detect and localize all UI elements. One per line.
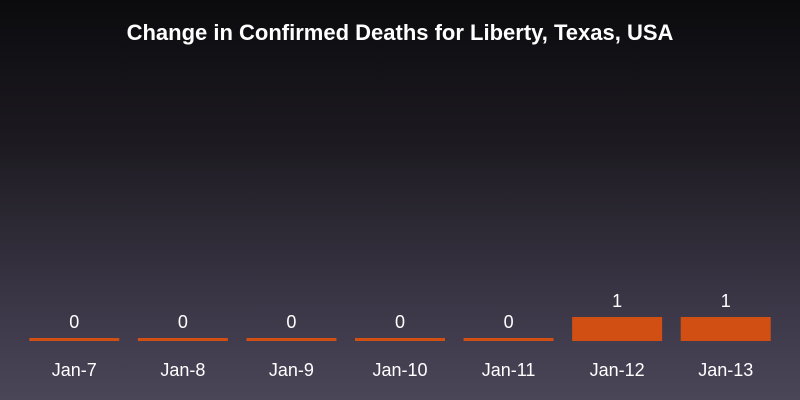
chart-title: Change in Confirmed Deaths for Liberty, … — [126, 20, 674, 45]
x-tick-label-jan-13: Jan-13 — [698, 360, 753, 380]
x-tick-label-jan-7: Jan-7 — [52, 360, 97, 380]
x-tick-label-jan-12: Jan-12 — [590, 360, 645, 380]
value-label-jan-11: 0 — [504, 312, 514, 332]
bar-jan-12 — [572, 317, 663, 341]
x-tick-label-jan-8: Jan-8 — [160, 360, 205, 380]
value-label-jan-12: 1 — [612, 291, 622, 311]
bar-jan-10 — [355, 338, 445, 341]
bar-jan-13 — [680, 317, 771, 341]
x-tick-label-jan-9: Jan-9 — [269, 360, 314, 380]
x-tick-label-jan-11: Jan-11 — [482, 360, 536, 380]
value-label-jan-9: 0 — [286, 312, 296, 332]
value-label-jan-13: 1 — [721, 291, 731, 311]
bar-jan-7 — [29, 338, 120, 341]
value-label-jan-7: 0 — [69, 312, 79, 332]
bar-jan-9 — [246, 338, 337, 341]
value-label-jan-10: 0 — [395, 312, 405, 332]
bar-jan-11 — [463, 338, 554, 341]
value-label-jan-8: 0 — [178, 312, 188, 332]
bar-jan-8 — [137, 338, 228, 341]
x-tick-label-jan-10: Jan-10 — [372, 360, 427, 380]
